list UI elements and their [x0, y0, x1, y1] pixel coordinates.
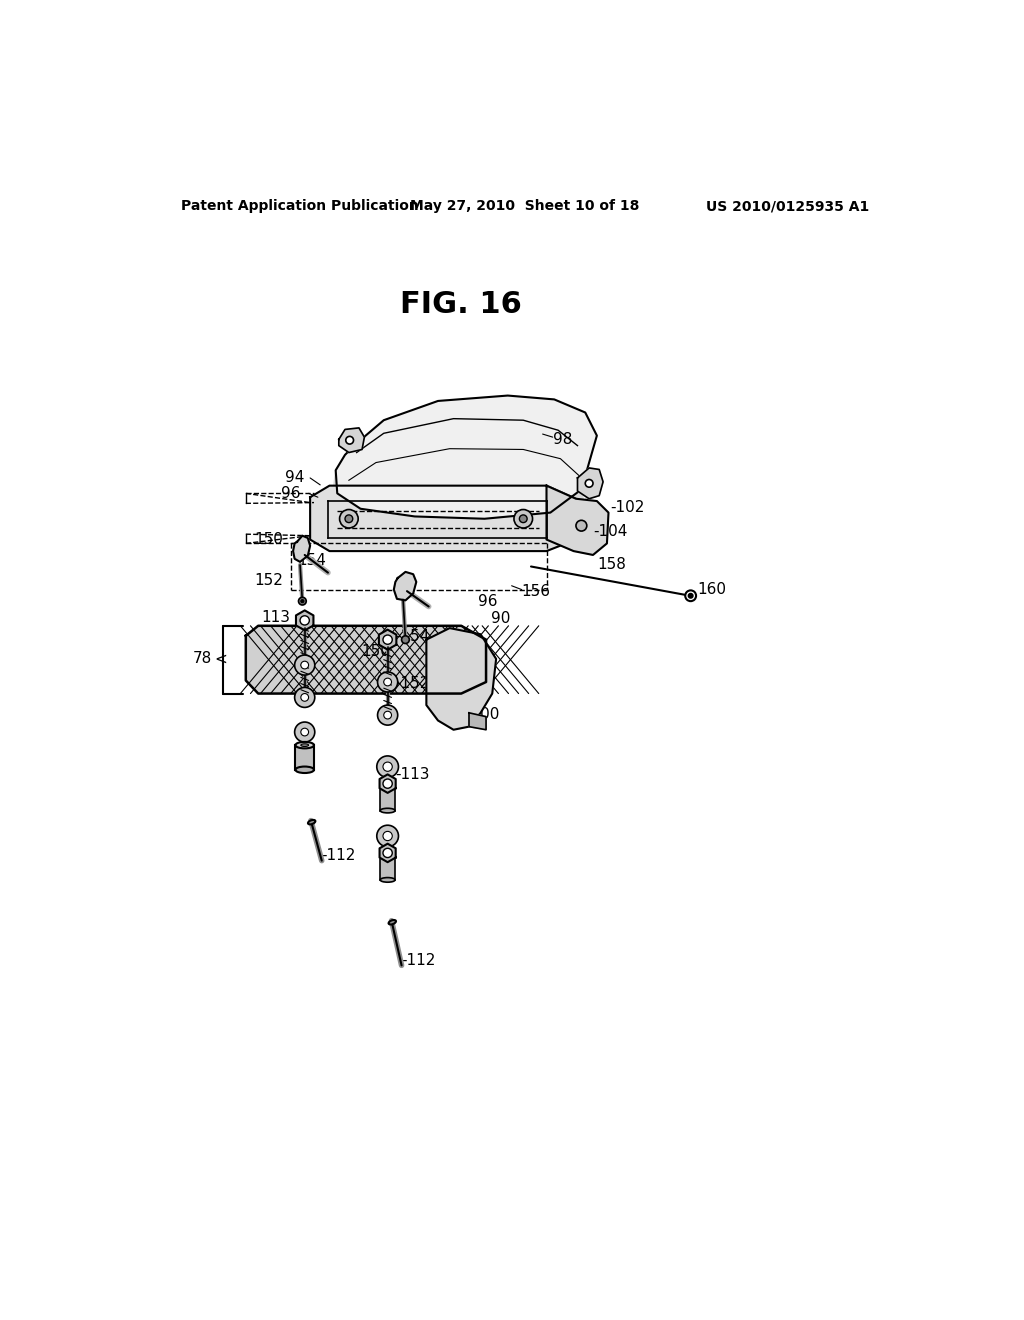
- Text: 78: 78: [193, 651, 212, 667]
- Circle shape: [295, 722, 314, 742]
- Text: -152: -152: [395, 676, 430, 692]
- Text: -102: -102: [610, 500, 644, 515]
- Circle shape: [345, 515, 352, 523]
- Circle shape: [586, 479, 593, 487]
- Circle shape: [340, 510, 358, 528]
- Circle shape: [301, 599, 304, 603]
- Polygon shape: [380, 775, 395, 793]
- Circle shape: [575, 520, 587, 531]
- Text: 113: 113: [262, 610, 291, 624]
- Circle shape: [384, 711, 391, 719]
- Text: -112: -112: [322, 847, 356, 863]
- Polygon shape: [246, 626, 486, 693]
- Text: May 27, 2010  Sheet 10 of 18: May 27, 2010 Sheet 10 of 18: [411, 199, 639, 213]
- Text: -104: -104: [593, 524, 628, 539]
- Circle shape: [378, 672, 397, 692]
- Polygon shape: [293, 536, 310, 562]
- Polygon shape: [334, 470, 587, 531]
- Text: 98: 98: [553, 432, 572, 447]
- Polygon shape: [339, 428, 365, 453]
- Text: 154: 154: [298, 553, 327, 568]
- Text: 96: 96: [281, 486, 300, 500]
- Polygon shape: [469, 713, 486, 730]
- Ellipse shape: [295, 767, 314, 774]
- Polygon shape: [394, 572, 417, 601]
- Ellipse shape: [388, 920, 396, 924]
- Text: 150: 150: [361, 644, 390, 659]
- Circle shape: [295, 655, 314, 675]
- Circle shape: [378, 705, 397, 725]
- Ellipse shape: [380, 808, 395, 813]
- Polygon shape: [426, 628, 496, 730]
- Circle shape: [300, 615, 309, 626]
- Circle shape: [688, 594, 693, 598]
- Circle shape: [383, 635, 392, 644]
- Text: -112: -112: [401, 953, 436, 969]
- Circle shape: [383, 832, 392, 841]
- Polygon shape: [379, 630, 396, 649]
- Text: -154: -154: [395, 630, 430, 644]
- Circle shape: [519, 515, 527, 523]
- Ellipse shape: [308, 820, 315, 825]
- Ellipse shape: [380, 878, 395, 882]
- Circle shape: [301, 661, 308, 669]
- FancyBboxPatch shape: [380, 853, 395, 880]
- Circle shape: [295, 688, 314, 708]
- Circle shape: [377, 825, 398, 847]
- Ellipse shape: [295, 742, 314, 748]
- Circle shape: [299, 597, 306, 605]
- Text: -113: -113: [395, 767, 430, 781]
- Polygon shape: [336, 396, 597, 519]
- Text: 150: 150: [254, 532, 283, 546]
- Text: US 2010/0125935 A1: US 2010/0125935 A1: [706, 199, 869, 213]
- Polygon shape: [547, 486, 608, 554]
- Polygon shape: [578, 469, 603, 499]
- Ellipse shape: [301, 743, 308, 747]
- Circle shape: [401, 636, 410, 644]
- Text: 152: 152: [254, 573, 283, 587]
- Text: -100: -100: [465, 706, 500, 722]
- Circle shape: [377, 756, 398, 777]
- Circle shape: [383, 762, 392, 771]
- Text: 156: 156: [521, 583, 550, 599]
- Text: 94: 94: [286, 470, 305, 486]
- Circle shape: [301, 729, 308, 737]
- Circle shape: [383, 779, 392, 788]
- Circle shape: [383, 849, 392, 858]
- FancyBboxPatch shape: [380, 784, 395, 810]
- Text: 158: 158: [597, 557, 626, 572]
- Text: <: <: [215, 651, 227, 667]
- Text: Patent Application Publication: Patent Application Publication: [180, 199, 419, 213]
- Text: 96: 96: [478, 594, 498, 609]
- Polygon shape: [296, 610, 313, 631]
- FancyBboxPatch shape: [295, 744, 314, 770]
- Text: 90: 90: [490, 611, 510, 627]
- Text: FIG. 16: FIG. 16: [400, 290, 522, 319]
- Circle shape: [346, 437, 353, 444]
- Circle shape: [514, 510, 532, 528]
- Circle shape: [384, 678, 391, 686]
- Text: 160: 160: [697, 582, 727, 597]
- Polygon shape: [380, 843, 395, 862]
- Polygon shape: [246, 626, 486, 693]
- Circle shape: [685, 590, 696, 601]
- Polygon shape: [310, 486, 575, 552]
- Circle shape: [301, 693, 308, 701]
